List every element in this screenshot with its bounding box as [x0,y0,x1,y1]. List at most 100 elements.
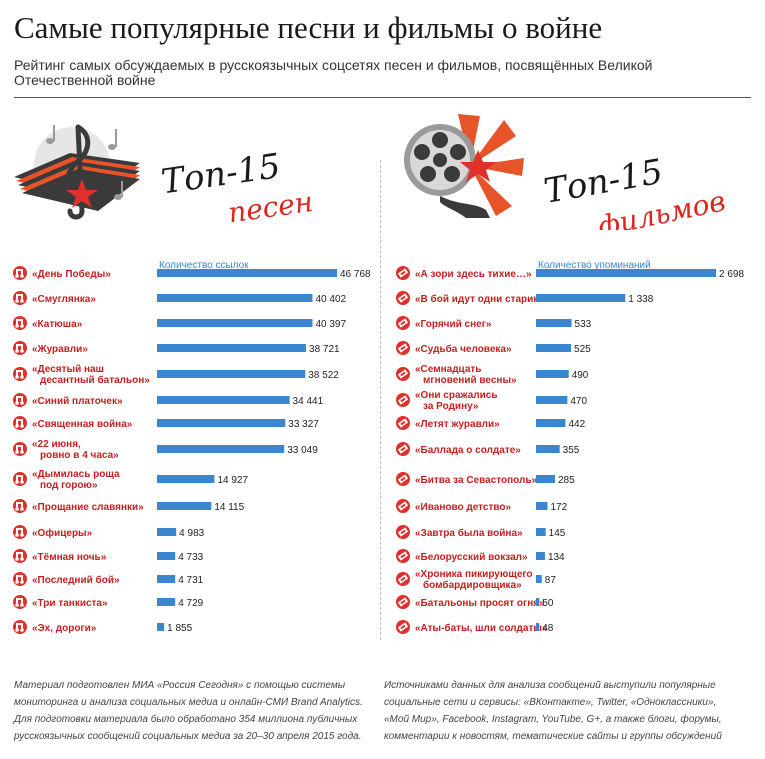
value-label: 145 [549,528,566,539]
column-divider [380,160,381,640]
page-subtitle: Рейтинг самых обсуждаемых в русскоязычны… [14,57,653,88]
category-label: «Иваново детство» [415,502,512,513]
value-label: 34 441 [293,396,324,407]
star-icon [66,179,98,208]
value-label: 525 [574,344,591,355]
music-note-icon [13,499,27,513]
category-label: «Дымилась роща под горою» [32,469,120,491]
category-label: «Они сражались за Родину» [415,390,498,412]
film-reel-icon [396,291,410,305]
value-label: 33 327 [288,419,319,430]
value-label: 50 [542,598,554,609]
value-label: 87 [545,575,557,586]
music-note-icon [13,525,27,539]
category-label: «Три танкиста» [32,598,108,609]
value-label: 172 [550,502,567,513]
films-emblem-icon [404,114,524,218]
bar [157,319,313,327]
category-label: «Судьба человека» [415,343,512,355]
value-label: 46 768 [340,269,371,280]
category-label: «Летят журавли» [415,419,500,430]
value-label: 1 855 [167,623,192,634]
bar [157,623,165,631]
bar [536,475,556,483]
music-note-icon [13,341,27,355]
film-reel-icon [396,499,410,513]
header-rule [14,97,751,98]
film-reel-icon [396,572,410,586]
value-label: 38 721 [309,344,340,355]
category-label: «День Победы» [32,268,111,280]
film-reel-icon [396,341,410,355]
bar [536,552,545,560]
bar [536,370,569,378]
bar [157,552,176,560]
category-label: «Хроника пикирующего бомбардировщика» [415,569,533,591]
bar [157,269,337,277]
value-label: 40 402 [315,294,346,305]
footer-methodology: Материал подготовлен МИА «Россия Сегодня… [14,680,363,742]
bar [536,396,568,404]
category-label: «Аты-баты, шли солдаты» [415,622,548,634]
category-label: «Тёмная ночь» [32,552,107,563]
bar [157,344,307,352]
film-reel-icon [396,620,410,634]
page-title: Самые популярные песни и фильмы о войне [14,10,603,45]
category-label: «Баллада о солдате» [415,445,521,456]
bar [536,269,716,277]
bar [536,445,560,453]
value-label: 14 115 [214,502,244,513]
bar [536,528,546,536]
bar [157,575,176,583]
value-label: 4 731 [178,575,203,586]
category-label: «Катюша» [32,319,83,330]
value-label: 38 522 [308,370,339,381]
category-label: «Белорусский вокзал» [415,552,528,563]
category-label: «А зори здесь тихие…» [415,269,532,280]
film-reel-icon [404,124,490,218]
film-reel-icon [396,525,410,539]
films-top15-logo: Топ-15 фильмов [541,152,728,230]
bar [157,475,215,483]
film-reel-icon [396,367,410,381]
value-label: 48 [542,623,554,634]
category-label: «Батальоны просят огня» [415,598,545,609]
music-note-icon [13,367,27,381]
value-label: 33 049 [287,445,318,456]
category-label: «Офицеры» [32,527,93,539]
value-label: 4 729 [178,598,203,609]
music-note-icon [13,472,27,486]
category-label: «Десятый наш десантный батальон» [32,364,150,386]
bar [157,502,212,510]
category-label: «Горячий снег» [415,319,492,330]
category-label: «Эх, дороги» [32,623,97,634]
songs-top15-logo: Топ-15 песен [159,146,315,222]
film-reel-icon [396,316,410,330]
category-label: «Последний бой» [32,574,120,586]
value-label: 4 733 [178,552,203,563]
series-label: Количество ссылок [159,260,249,271]
film-reel-icon [396,393,410,407]
category-label: «Семнадцать мгновений весны» [415,364,517,386]
category-label: «Священная война» [32,419,133,430]
category-label: «В бой идут одни старики» [415,293,550,305]
bar [536,575,542,583]
category-label: «Прощание славянки» [32,502,144,513]
footer-sources: Источниками данных для анализа сообщений… [384,680,722,742]
value-label: 4 983 [179,528,204,539]
bar [536,419,566,427]
star-icon [460,150,496,182]
category-label: «Битва за Севастополь» [415,475,538,486]
value-label: 442 [568,419,585,430]
bar [157,445,285,453]
music-note-icon [13,595,27,609]
music-note-icon [13,572,27,586]
music-note-icon [13,266,27,280]
music-note-icon [13,316,27,330]
value-label: 355 [563,445,580,456]
series-label: Количество упоминаний [538,260,651,271]
songs-bar-chart: Количество ссылок «День Победы» 46 768 «Сму… [13,260,371,634]
bar [536,623,540,631]
bar [536,598,540,606]
film-reel-icon [396,416,410,430]
